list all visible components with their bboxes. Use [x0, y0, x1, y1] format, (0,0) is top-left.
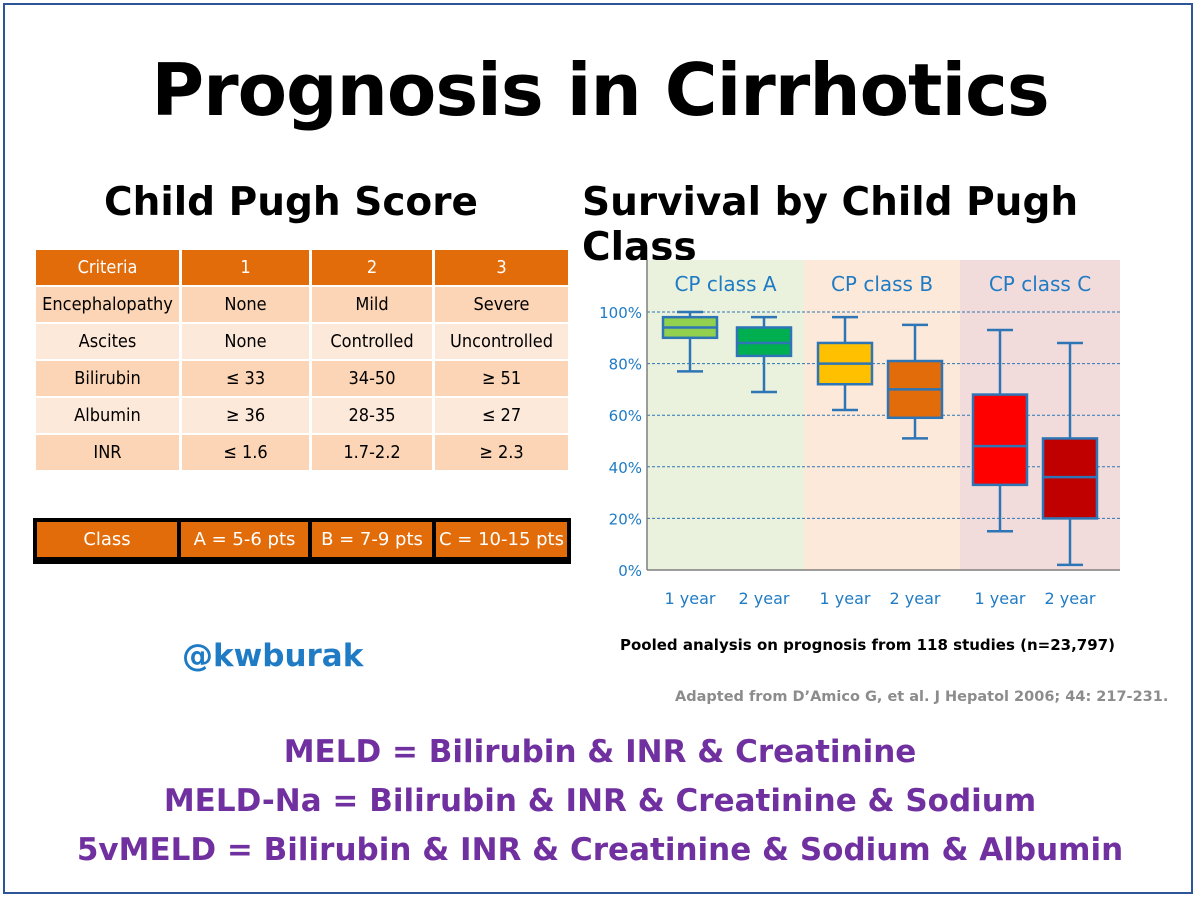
table-cell: 34-50 — [312, 361, 432, 396]
table-row: Encephalopathy None Mild Severe — [36, 287, 568, 322]
y-tick-label: 40% — [609, 459, 642, 477]
table-cell: ≥ 36 — [182, 398, 309, 433]
table-cell: ≤ 27 — [435, 398, 568, 433]
header-cell: 3 — [435, 250, 568, 285]
table-cell: Severe — [435, 287, 568, 322]
group-label: CP class A — [674, 272, 776, 296]
table-cell: Albumin — [36, 398, 179, 433]
table-cell: None — [182, 287, 309, 322]
class-row: Class A = 5-6 pts B = 7-9 pts C = 10-15 … — [33, 518, 571, 564]
twitter-handle: @kwburak — [182, 638, 364, 674]
citation: Adapted from D’Amico G, et al. J Hepatol… — [675, 689, 1169, 705]
table-row: Ascites None Controlled Uncontrolled — [36, 324, 568, 359]
y-tick-label: 20% — [609, 510, 642, 528]
table-cell: INR — [36, 435, 179, 470]
group-background — [647, 260, 804, 570]
header-cell: 1 — [182, 250, 309, 285]
5vmeld-line: 5vMELD = Bilirubin & INR & Creatinine & … — [76, 832, 1124, 868]
table-cell: Uncontrolled — [435, 324, 568, 359]
box — [971, 393, 1029, 487]
child-pugh-heading: Child Pugh Score — [104, 180, 478, 225]
table-cell: ≥ 2.3 — [435, 435, 568, 470]
class-cell: C = 10-15 pts — [436, 522, 567, 557]
table-cell: ≤ 33 — [182, 361, 309, 396]
x-tick-label: 1 year — [820, 589, 871, 608]
table-cell: 28-35 — [312, 398, 432, 433]
table-header-row: Criteria 1 2 3 — [36, 250, 568, 285]
meld-line: MELD = Bilirubin & INR & Creatinine — [283, 734, 917, 770]
x-tick-label: 2 year — [890, 589, 941, 608]
header-cell: 2 — [312, 250, 432, 285]
y-tick-label: 100% — [599, 304, 642, 322]
table-cell: Mild — [312, 287, 432, 322]
box — [735, 326, 793, 358]
table-cell: Ascites — [36, 324, 179, 359]
table-cell: Encephalopathy — [36, 287, 179, 322]
group-label: CP class B — [831, 272, 933, 296]
slide-frame — [3, 3, 1193, 894]
x-tick-label: 2 year — [1045, 589, 1096, 608]
table-cell: 1.7-2.2 — [312, 435, 432, 470]
meld-na-line: MELD-Na = Bilirubin & INR & Creatinine &… — [163, 783, 1037, 819]
survival-heading: Survival by Child Pugh Class — [582, 180, 1079, 270]
class-cell: B = 7-9 pts — [312, 522, 432, 557]
class-cell: A = 5-6 pts — [181, 522, 308, 557]
class-cell: Class — [37, 522, 177, 557]
x-tick-label: 1 year — [975, 589, 1026, 608]
page-title: Prognosis in Cirrhotics — [151, 48, 1049, 132]
table-cell: Bilirubin — [36, 361, 179, 396]
table-row: INR ≤ 1.6 1.7-2.2 ≥ 2.3 — [36, 435, 568, 470]
table-cell: Controlled — [312, 324, 432, 359]
header-cell: Criteria — [36, 250, 179, 285]
chart-caption: Pooled analysis on prognosis from 118 st… — [620, 636, 1115, 654]
y-tick-label: 60% — [609, 407, 642, 425]
child-pugh-table: Criteria 1 2 3 Encephalopathy None Mild … — [33, 248, 571, 472]
table-cell: ≥ 51 — [435, 361, 568, 396]
x-tick-label: 2 year — [739, 589, 790, 608]
table-cell: ≤ 1.6 — [182, 435, 309, 470]
x-tick-label: 1 year — [665, 589, 716, 608]
table-cell: None — [182, 324, 309, 359]
y-tick-label: 80% — [609, 356, 642, 374]
y-tick-label: 0% — [618, 562, 642, 580]
table-row: Albumin ≥ 36 28-35 ≤ 27 — [36, 398, 568, 433]
box — [1041, 437, 1099, 520]
table-row: Bilirubin ≤ 33 34-50 ≥ 51 — [36, 361, 568, 396]
group-label: CP class C — [989, 272, 1091, 296]
survival-box-chart: CP class A CP class B CP class C 0% 20% 40% 60… — [599, 260, 1120, 608]
